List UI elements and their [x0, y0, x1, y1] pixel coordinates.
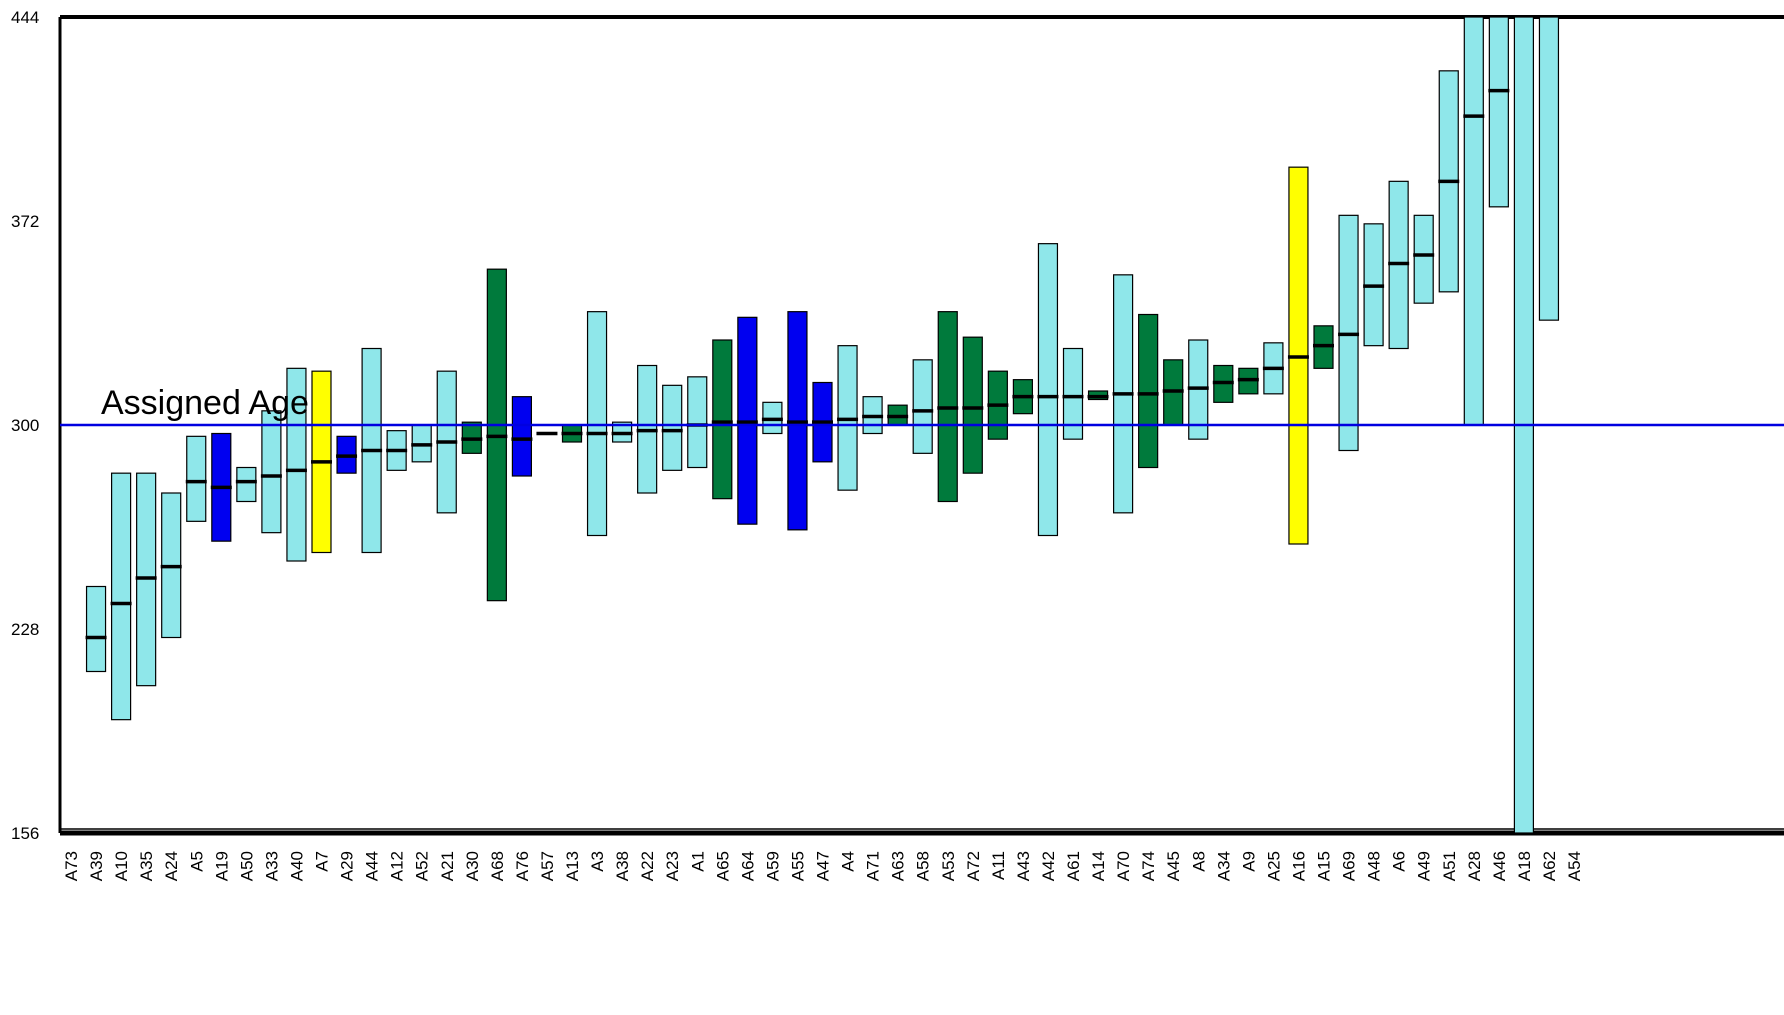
x-tick-label-a71: A71: [864, 851, 883, 881]
bar-a28: [1463, 16, 1484, 426]
x-tick-label-a42: A42: [1039, 851, 1058, 881]
x-tick-label-a14: A14: [1089, 851, 1108, 881]
bar-a65: [712, 339, 733, 500]
bar-a61: [1062, 347, 1084, 440]
x-tick-label-a50: A50: [237, 851, 256, 881]
bar-a58: [912, 359, 933, 454]
x-tick-label-a74: A74: [1139, 851, 1158, 881]
x-tick-label-a5: A5: [187, 851, 206, 872]
bar-a39: [85, 585, 107, 673]
reference-line-group: Assigned Age: [60, 384, 1784, 427]
x-tick-label-a25: A25: [1264, 851, 1283, 881]
bar-a72: [962, 336, 983, 474]
x-tick-label-a40: A40: [287, 851, 306, 881]
x-tick-label-a53: A53: [939, 851, 958, 881]
bar-a23: [662, 384, 683, 471]
x-tick-label-a24: A24: [162, 851, 181, 881]
x-tick-label-a64: A64: [738, 851, 757, 881]
bar-a76: [511, 396, 533, 477]
bar-a46: [1488, 16, 1509, 208]
x-tick-label-a18: A18: [1515, 851, 1534, 881]
x-tick-label-a28: A28: [1465, 851, 1484, 881]
bar-a62: [1538, 16, 1560, 321]
x-tick-label-a16: A16: [1289, 851, 1308, 881]
x-tick-label-a8: A8: [1189, 851, 1208, 872]
bar-a5: [186, 435, 207, 522]
x-tick-label-a70: A70: [1114, 851, 1133, 881]
x-tick-label-a39: A39: [87, 851, 106, 881]
bar-a1: [687, 376, 708, 469]
x-tick-label-a43: A43: [1014, 851, 1033, 881]
x-tick-label-a22: A22: [638, 851, 657, 881]
x-axis-ticks: A73 A39 A10 A35 A24 A5 A19 A50 A33 A40 A7 A29 A44 A12…: [62, 851, 1584, 881]
bar-a42: [1037, 243, 1059, 537]
x-tick-label-a29: A29: [338, 851, 357, 881]
bar-a50: [236, 466, 257, 503]
x-tick-label-a38: A38: [613, 851, 632, 881]
bar-a74: [1138, 313, 1159, 469]
x-tick-label-a68: A68: [488, 851, 507, 881]
x-tick-label-a72: A72: [964, 851, 983, 881]
x-tick-label-a54: A54: [1565, 851, 1584, 881]
x-tick-label-a34: A34: [1214, 851, 1233, 881]
y-tick-label-156: 156: [11, 824, 39, 843]
y-axis-ticks: 444 372 300 228 156: [11, 8, 39, 843]
x-tick-label-a55: A55: [788, 851, 807, 881]
x-tick-label-a44: A44: [363, 851, 382, 881]
x-tick-label-a57: A57: [538, 851, 557, 881]
x-tick-label-a59: A59: [763, 851, 782, 881]
x-tick-label-a10: A10: [112, 851, 131, 881]
bar-a49: [1413, 214, 1434, 304]
x-tick-label-a21: A21: [438, 851, 457, 881]
x-tick-label-a69: A69: [1340, 851, 1359, 881]
x-tick-label-a58: A58: [914, 851, 933, 881]
bar-a10: [110, 472, 132, 721]
x-tick-label-a62: A62: [1540, 851, 1559, 881]
y-tick-label-300: 300: [11, 416, 39, 435]
x-tick-label-a3: A3: [588, 851, 607, 872]
x-tick-label-a73: A73: [62, 851, 81, 881]
x-tick-label-a6: A6: [1390, 851, 1409, 872]
y-tick-label-444: 444: [11, 8, 39, 27]
y-tick-label-228: 228: [11, 620, 39, 639]
x-tick-label-a35: A35: [137, 851, 156, 881]
x-tick-label-a46: A46: [1490, 851, 1509, 881]
x-tick-label-a13: A13: [563, 851, 582, 881]
x-tick-label-a23: A23: [663, 851, 682, 881]
assigned-age-label: Assigned Age: [101, 384, 309, 422]
x-tick-label-a63: A63: [889, 851, 908, 881]
bar-a33: [261, 410, 282, 534]
x-tick-label-a7: A7: [313, 851, 332, 872]
x-tick-label-a52: A52: [413, 851, 432, 881]
x-tick-label-a61: A61: [1064, 851, 1083, 881]
x-tick-label-a48: A48: [1365, 851, 1384, 881]
x-tick-label-a45: A45: [1164, 851, 1183, 881]
x-tick-label-a76: A76: [513, 851, 532, 881]
bar-a3: [586, 311, 608, 537]
x-tick-label-a49: A49: [1415, 851, 1434, 881]
bars: [85, 16, 1560, 834]
x-tick-label-a19: A19: [212, 851, 231, 881]
x-tick-label-a51: A51: [1440, 851, 1459, 881]
x-tick-label-a9: A9: [1239, 851, 1258, 872]
x-tick-label-a4: A4: [839, 851, 858, 872]
x-tick-label-a30: A30: [463, 851, 482, 881]
x-tick-label-a47: A47: [814, 851, 833, 881]
x-tick-label-a1: A1: [688, 851, 707, 872]
x-tick-label-a65: A65: [713, 851, 732, 881]
bar-a40: [286, 367, 307, 562]
x-tick-label-a12: A12: [388, 851, 407, 881]
x-tick-label-a33: A33: [262, 851, 281, 881]
y-tick-label-372: 372: [11, 212, 39, 231]
x-tick-label-a11: A11: [989, 851, 1008, 880]
x-tick-label-a15: A15: [1315, 851, 1334, 881]
